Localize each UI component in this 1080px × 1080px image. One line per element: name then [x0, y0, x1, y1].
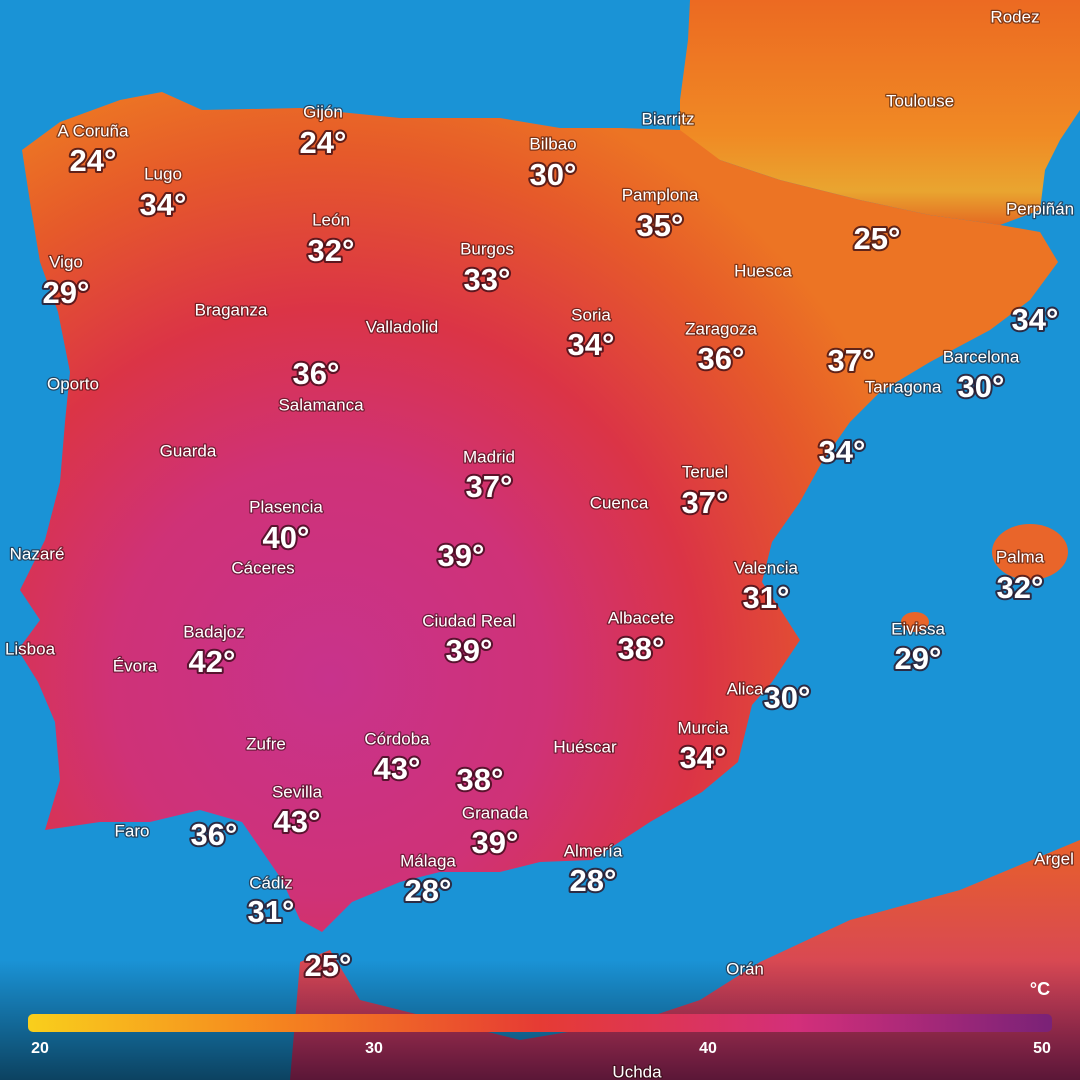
scale-tick-label: 30 — [365, 1040, 383, 1057]
place-name: Eivissa — [891, 619, 945, 638]
place-name: Tarragona — [865, 377, 942, 396]
place-name: Cádiz — [249, 873, 292, 892]
place-name: Teruel — [682, 462, 728, 481]
place-name: Rodez — [990, 7, 1039, 26]
temperature: 25° — [854, 221, 901, 256]
temperature: 38° — [618, 631, 665, 666]
place-name: Salamanca — [278, 395, 364, 414]
temperature: 37° — [828, 343, 875, 378]
place-name: Palma — [996, 547, 1045, 566]
temperature: 39° — [446, 633, 493, 668]
temperature: 28° — [405, 873, 452, 908]
eivissa-island — [901, 612, 929, 632]
place-name: Toulouse — [886, 91, 954, 110]
place-name: Plasencia — [249, 497, 323, 516]
place-name: Gijón — [303, 102, 343, 121]
place-name: Burgos — [460, 239, 514, 258]
temperature: 34° — [819, 434, 866, 469]
place-name: Braganza — [195, 300, 268, 319]
place-name: Badajoz — [183, 622, 244, 641]
place-name: Oporto — [47, 374, 99, 393]
temperature: 38° — [457, 762, 504, 797]
temperature: 40° — [263, 520, 310, 555]
place-name: Lisboa — [5, 639, 56, 658]
temperature: 36° — [698, 341, 745, 376]
temperature: 34° — [1012, 302, 1059, 337]
temperature: 25° — [305, 948, 352, 983]
place-name: Almería — [564, 841, 623, 860]
place-name: Zaragoza — [685, 319, 757, 338]
place-name: Huesca — [734, 261, 792, 280]
color-scale — [28, 1014, 1052, 1032]
temperature: 29° — [895, 641, 942, 676]
temperature: 28° — [570, 863, 617, 898]
temperature: 30° — [530, 157, 577, 192]
place-name: Murcia — [677, 718, 729, 737]
place-name: Sevilla — [272, 782, 323, 801]
temperature: 36° — [293, 356, 340, 391]
place-name: Barcelona — [943, 347, 1020, 366]
temperature: 31° — [743, 580, 790, 615]
france-land — [680, 0, 1080, 225]
place-name: Lugo — [144, 164, 182, 183]
place-name: Cuenca — [590, 493, 649, 512]
mallorca — [992, 524, 1068, 580]
temperature: 24° — [300, 125, 347, 160]
temperature: 30° — [764, 680, 811, 715]
temperature: 33° — [464, 262, 511, 297]
legend-unit: °C — [1030, 979, 1050, 999]
scale-tick-label: 20 — [31, 1040, 49, 1057]
temperature: 29° — [43, 275, 90, 310]
place-name: Vigo — [49, 252, 83, 271]
place-name: Ciudad Real — [422, 611, 516, 630]
place-name: Guarda — [160, 441, 217, 460]
temperature: 39° — [438, 538, 485, 573]
place-name: Madrid — [463, 447, 515, 466]
temperature: 32° — [997, 570, 1044, 605]
place-name: Alica — [727, 679, 764, 698]
place-name: Valladolid — [366, 317, 438, 336]
place-name: Pamplona — [622, 185, 699, 204]
place-name: Soria — [571, 305, 611, 324]
place-name: León — [312, 210, 350, 229]
place-name: Zufre — [246, 734, 286, 753]
temperature: 24° — [70, 143, 117, 178]
place-name: Uchda — [612, 1062, 662, 1080]
temperature: 35° — [637, 208, 684, 243]
temperature: 39° — [472, 825, 519, 860]
temperature: 36° — [191, 817, 238, 852]
iberia-land — [18, 92, 1058, 932]
scale-tick-label: 50 — [1033, 1040, 1051, 1057]
temperature: 30° — [958, 369, 1005, 404]
temperature: 43° — [374, 751, 421, 786]
place-name: Bilbao — [529, 134, 576, 153]
place-name: Perpiñán — [1006, 199, 1074, 218]
scale-tick-label: 40 — [699, 1040, 717, 1057]
temperature: 31° — [248, 894, 295, 929]
place-name: Faro — [115, 821, 150, 840]
temperature: 37° — [682, 485, 729, 520]
temperature: 34° — [140, 187, 187, 222]
place-name: Évora — [113, 656, 158, 675]
place-name: Granada — [462, 803, 529, 822]
place-name: Biarritz — [642, 109, 695, 128]
place-name: A Coruña — [58, 121, 129, 140]
temperature: 34° — [568, 327, 615, 362]
place-name: Nazaré — [10, 544, 65, 563]
temperature: 43° — [274, 804, 321, 839]
place-name: Huéscar — [553, 737, 617, 756]
temperature: 37° — [466, 469, 513, 504]
place-name: Argel — [1034, 849, 1074, 868]
temperature: 34° — [680, 740, 727, 775]
place-name: Córdoba — [364, 729, 430, 748]
place-name: Valencia — [734, 558, 798, 577]
place-name: Albacete — [608, 608, 674, 627]
temperature: 42° — [189, 644, 236, 679]
temperature: 32° — [308, 233, 355, 268]
place-name: Cáceres — [231, 558, 294, 577]
place-name: Málaga — [400, 851, 456, 870]
place-name: Orán — [726, 959, 764, 978]
